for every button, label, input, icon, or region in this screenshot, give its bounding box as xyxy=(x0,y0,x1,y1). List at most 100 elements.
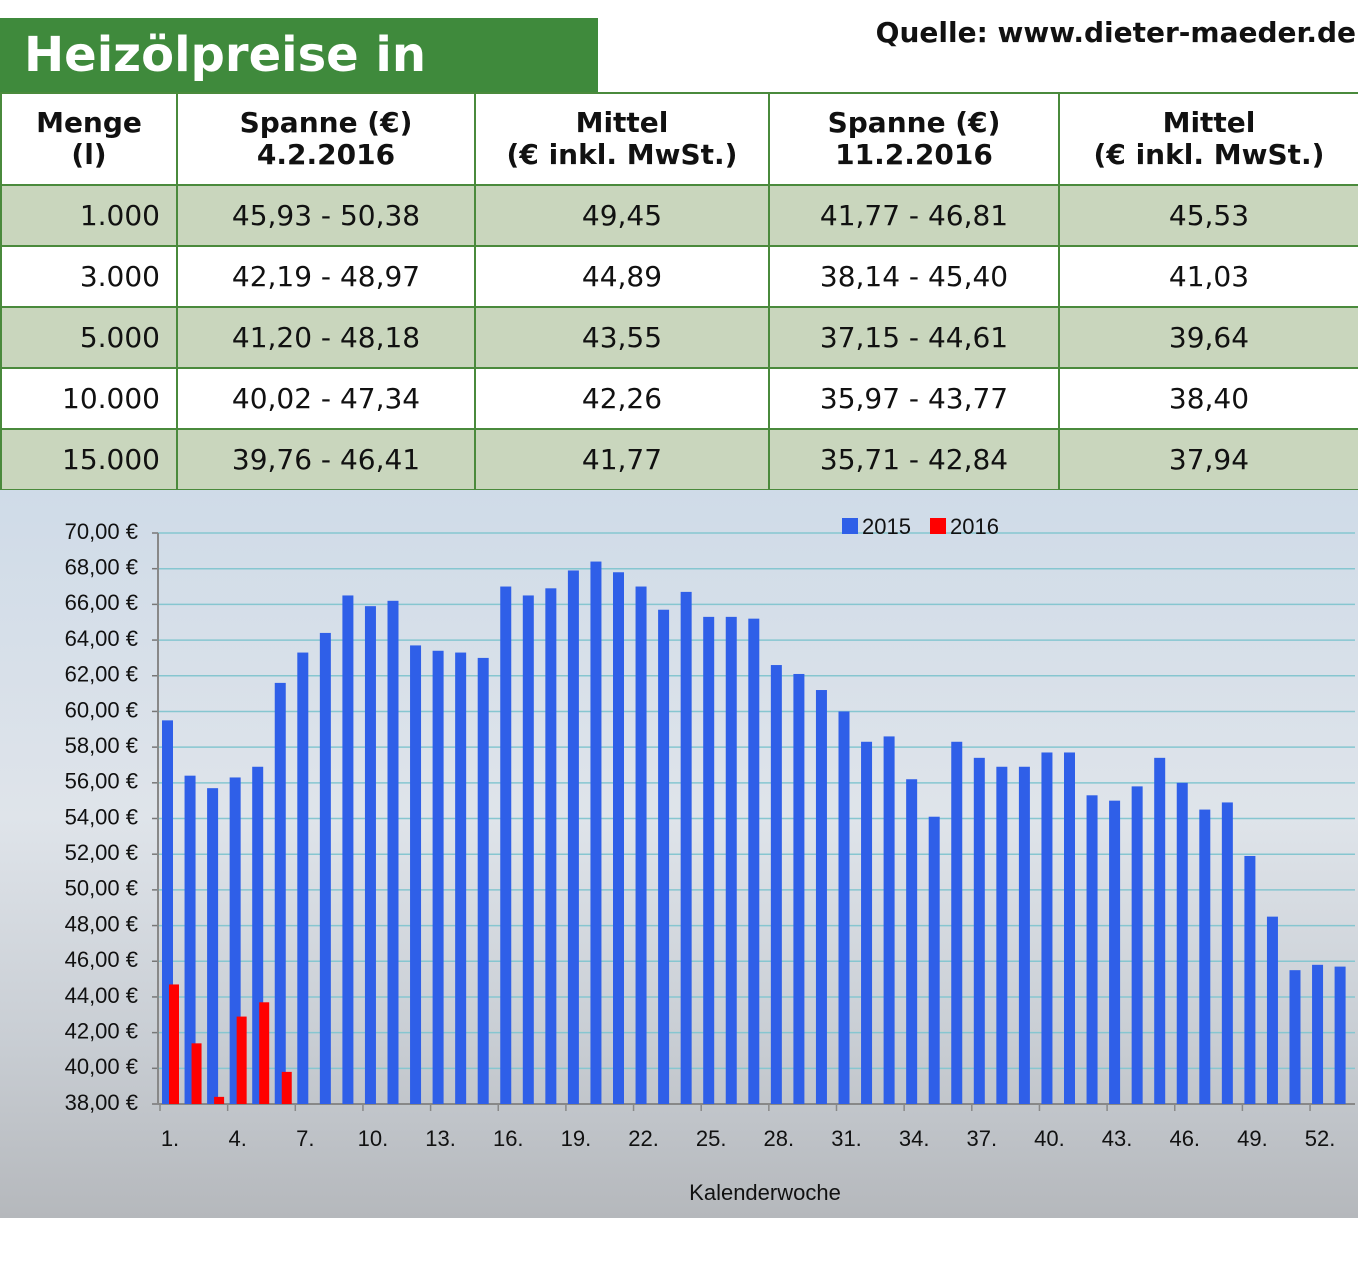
table-cell: 41,20 - 48,18 xyxy=(176,306,476,369)
bar xyxy=(1086,795,1098,1104)
y-tick-label: 38,00 € xyxy=(65,1090,138,1115)
x-tick-label: 43. xyxy=(1102,1126,1133,1151)
table-cell: 44,89 xyxy=(474,245,770,308)
y-tick-label: 60,00 € xyxy=(65,697,138,722)
x-axis-label: Kalenderwoche xyxy=(689,1180,841,1205)
y-tick-label: 56,00 € xyxy=(65,769,138,794)
header-row: Menge (l) Spanne (€) 4.2.2016 Mittel (€ inkl.… xyxy=(0,92,1358,186)
bar xyxy=(1041,752,1053,1104)
bar xyxy=(928,816,940,1104)
y-tick-label: 48,00 € xyxy=(65,911,138,936)
table-cell: 39,64 xyxy=(1058,306,1358,369)
table-row: 5.000 41,20 - 48,18 43,55 37,15 - 44,61 39,6… xyxy=(0,306,1358,369)
table-cell: 3.000 xyxy=(0,245,178,308)
header-cell: Mittel (€ inkl. MwSt.) xyxy=(1058,92,1358,186)
x-tick-label: 52. xyxy=(1305,1126,1336,1151)
table-cell: 38,40 xyxy=(1058,367,1358,430)
y-tick-label: 58,00 € xyxy=(65,733,138,758)
x-tick-label: 13. xyxy=(425,1126,456,1151)
bar xyxy=(432,650,444,1104)
legend-label: 2016 xyxy=(950,514,999,539)
table-cell: 37,94 xyxy=(1058,428,1358,491)
table-cell: 10.000 xyxy=(0,367,178,430)
bar xyxy=(297,652,309,1104)
bar xyxy=(658,609,670,1104)
bar xyxy=(364,606,376,1104)
table-cell: 45,53 xyxy=(1058,184,1358,247)
bar xyxy=(838,711,850,1104)
x-tick-label: 16. xyxy=(493,1126,524,1151)
header-cell: Mittel (€ inkl. MwSt.) xyxy=(474,92,770,186)
bar xyxy=(793,673,805,1104)
bar xyxy=(1064,752,1075,1104)
bar xyxy=(680,591,692,1104)
table-cell: 15.000 xyxy=(0,428,178,491)
bar xyxy=(1109,800,1121,1104)
source: Quelle: www.dieter-maeder.de xyxy=(875,16,1356,49)
header-cell: Spanne (€) 11.2.2016 xyxy=(768,92,1060,186)
table-cell: 40,02 - 47,34 xyxy=(176,367,476,430)
bar xyxy=(1334,966,1346,1104)
header-line: (€ inkl. MwSt.) xyxy=(506,138,738,171)
bar xyxy=(883,736,895,1104)
x-tick-label: 49. xyxy=(1237,1126,1268,1151)
table-cell: 5.000 xyxy=(0,306,178,369)
bar xyxy=(1199,809,1211,1104)
header-cell: Menge (l) xyxy=(0,92,178,186)
x-tick-label: 10. xyxy=(358,1126,389,1151)
x-tick-label: 25. xyxy=(696,1126,727,1151)
bar xyxy=(229,777,241,1104)
table-cell: 39,76 - 46,41 xyxy=(176,428,476,491)
y-tick-label: 66,00 € xyxy=(65,590,138,615)
table-cell: 1.000 xyxy=(0,184,178,247)
bar xyxy=(703,616,715,1104)
bar xyxy=(748,618,760,1104)
price-table: Menge (l) Spanne (€) 4.2.2016 Mittel (€ inkl.… xyxy=(0,92,1358,491)
bar xyxy=(252,766,264,1104)
x-tick-label: 22. xyxy=(628,1126,659,1151)
header-line: (l) xyxy=(71,138,107,171)
bar xyxy=(281,1071,292,1104)
bar xyxy=(1154,757,1166,1104)
bar xyxy=(1289,970,1301,1104)
bar xyxy=(342,595,354,1104)
y-tick-label: 46,00 € xyxy=(65,947,138,972)
title: Heizölpreise in Berlin xyxy=(0,18,598,157)
y-tick-label: 64,00 € xyxy=(65,626,138,651)
bar xyxy=(477,657,489,1104)
bar xyxy=(259,1002,270,1104)
header-line: (€ inkl. MwSt.) xyxy=(1093,138,1325,171)
y-tick-label: 50,00 € xyxy=(65,876,138,901)
bar xyxy=(500,586,512,1104)
bar xyxy=(1176,782,1188,1104)
table-cell: 43,55 xyxy=(474,306,770,369)
table-cell: 38,14 - 45,40 xyxy=(768,245,1060,308)
bar xyxy=(906,779,918,1104)
x-tick-label: 37. xyxy=(967,1126,998,1151)
bar xyxy=(635,586,647,1104)
y-tick-label: 54,00 € xyxy=(65,804,138,829)
bar xyxy=(455,652,467,1104)
table-cell: 41,77 xyxy=(474,428,770,491)
x-tick-label: 7. xyxy=(296,1126,314,1151)
x-tick-label: 46. xyxy=(1169,1126,1200,1151)
bar xyxy=(1244,855,1256,1104)
bar xyxy=(169,984,179,1104)
header-line: Spanne (€) xyxy=(827,106,1001,139)
bar xyxy=(319,632,331,1104)
bar xyxy=(1018,766,1030,1104)
table-row: 10.000 40,02 - 47,34 42,26 35,97 - 43,77 38,… xyxy=(0,367,1358,430)
bar xyxy=(861,741,873,1104)
chart: Kalenderwoche 38,00 € 40,00 € 42,00 € 44,00… xyxy=(0,490,1358,1218)
header-line: Mittel xyxy=(1162,106,1256,139)
bar xyxy=(1221,802,1233,1104)
legend-swatch xyxy=(930,518,946,534)
x-tick-label: 19. xyxy=(561,1126,592,1151)
x-tick-label: 34. xyxy=(899,1126,930,1151)
y-tick-label: 42,00 € xyxy=(65,1018,138,1043)
y-tick-label: 62,00 € xyxy=(65,662,138,687)
x-tick-label: 31. xyxy=(831,1126,862,1151)
y-tick-label: 52,00 € xyxy=(65,840,138,865)
bar xyxy=(274,682,286,1104)
